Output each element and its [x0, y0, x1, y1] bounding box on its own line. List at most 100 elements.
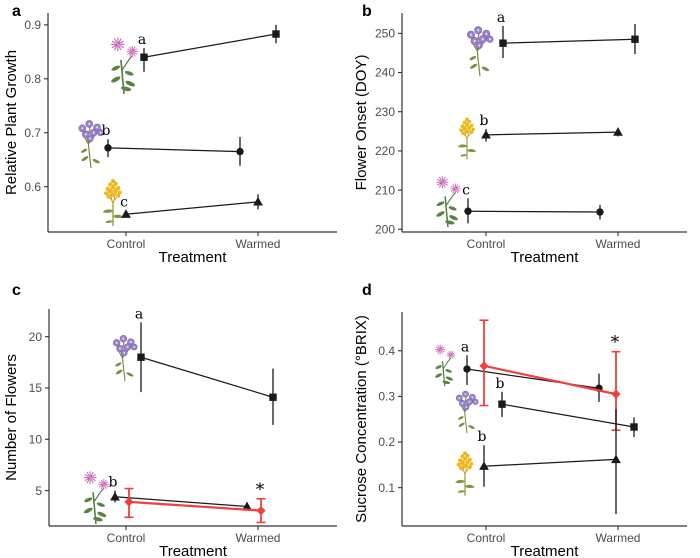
y-axis-title: Sucrose Concentration (°BRIX): [353, 315, 370, 523]
yellow-goldenrod-plant-icon: [457, 116, 477, 160]
data-point-diamond: [479, 361, 489, 371]
significance-letter: a: [135, 306, 143, 322]
x-tick-label: Warmed: [596, 531, 641, 545]
y-tick-label: 240: [375, 66, 395, 80]
data-point-triangle: [479, 461, 489, 470]
purple-aster-plant-icon: [78, 119, 105, 169]
trend-line-purple-aster: [502, 38, 636, 44]
y-tick-label: 0.2: [378, 435, 395, 449]
purple-aster-plant-icon: [112, 334, 138, 382]
chart-sucrose-concentration: d Sucrose Concentration (°BRIX) 0.1 0.2 0.3 0…: [353, 282, 687, 558]
y-tick-label: 0.3: [378, 390, 395, 404]
panel-d: d Sucrose Concentration (°BRIX) 0.1 0.2 0.3 0…: [350, 279, 700, 558]
data-point-square: [140, 53, 148, 61]
x-axis-title: Treatment: [511, 543, 580, 558]
purple-aster-plant-icon: [455, 390, 479, 434]
data-point-square: [499, 39, 507, 47]
x-tick-label: Warmed: [596, 237, 641, 251]
y-tick-label: 0.9: [24, 18, 41, 32]
significance-asterisk: *: [611, 333, 620, 353]
x-tick-label: Control: [467, 237, 506, 251]
pink-bergamot-plant-icon: [435, 344, 456, 386]
pink-bergamot-plant-icon: [110, 38, 138, 94]
y-axis-title: Flower Onset (DOY): [353, 55, 370, 191]
panel-letter: c: [12, 282, 21, 299]
panel-c: c Number of Flowers 5 10 15 20 Control Warmed Tr…: [0, 279, 350, 558]
data-point-circle: [236, 147, 244, 156]
x-tick-label: Control: [107, 237, 146, 251]
significance-letter: c: [120, 194, 128, 210]
significance-letter: a: [461, 339, 469, 355]
data-point-triangle: [253, 196, 263, 206]
y-tick-label: 0.6: [24, 180, 41, 194]
significance-letter: b: [480, 113, 489, 129]
y-tick-label: 0.7: [24, 126, 41, 140]
data-point-square: [269, 393, 277, 401]
y-tick-label: 10: [29, 433, 43, 447]
significance-letter: a: [138, 32, 146, 48]
trend-line-purple-aster: [140, 356, 274, 398]
panel-letter: b: [362, 3, 372, 20]
y-tick-label: 20: [29, 330, 43, 344]
data-point-diamond: [611, 389, 621, 399]
data-point-square: [631, 35, 639, 43]
purple-aster-plant-icon: [466, 26, 494, 77]
y-axis-title: Number of Flowers: [3, 354, 20, 481]
trend-line-purple-aster: [107, 147, 241, 153]
pink-bergamot-plant-icon: [435, 176, 460, 227]
data-point-triangle: [481, 129, 491, 139]
trend-line-yellow-goldenrod: [483, 458, 617, 467]
chart-flower-onset: b Flower Onset (DOY) 200 210 220 230 240 250 Con…: [353, 3, 687, 266]
yellow-goldenrod-plant-icon: [454, 450, 476, 497]
trend-line-yellow-goldenrod: [485, 131, 619, 136]
data-point-square: [630, 423, 638, 431]
data-point-square: [137, 353, 145, 361]
y-tick-label: 220: [375, 144, 395, 158]
x-tick-label: Control: [107, 531, 146, 545]
data-point-circle: [463, 365, 471, 373]
data-point-circle: [464, 207, 472, 215]
y-tick-label: 200: [375, 222, 395, 236]
x-tick-label: Warmed: [236, 237, 281, 251]
y-tick-label: 5: [35, 484, 42, 498]
x-tick-label: Warmed: [236, 531, 281, 545]
x-axis-title: Treatment: [159, 249, 228, 266]
significance-asterisk: *: [256, 480, 265, 500]
significance-letter: b: [102, 123, 111, 139]
y-tick-label: 15: [29, 381, 43, 395]
significance-letter: a: [497, 10, 505, 26]
significance-letter: c: [462, 182, 470, 198]
pink-bergamot-plant-icon: [83, 471, 109, 524]
trend-line-purple-aster: [501, 403, 635, 428]
chart-number-of-flowers: c Number of Flowers 5 10 15 20 Control Warmed Tr…: [3, 282, 337, 558]
y-tick-label: 0.1: [378, 481, 395, 495]
significance-letter: b: [496, 376, 505, 392]
trend-line-pink-bergamot-red: [483, 364, 617, 396]
data-point-triangle: [121, 209, 131, 218]
trend-line-yellow-goldenrod: [125, 201, 259, 215]
data-point-diamond: [256, 506, 266, 516]
x-axis-title: Treatment: [511, 249, 580, 266]
significance-letter: b: [478, 429, 487, 445]
y-tick-label: 210: [375, 183, 395, 197]
y-tick-label: 0.8: [24, 72, 41, 86]
data-point-circle: [596, 208, 604, 216]
panel-a: a Relative Plant Growth 0.6 0.7 0.8 0.9 Contro…: [0, 0, 350, 279]
y-axis-title: Relative Plant Growth: [3, 50, 20, 195]
data-point-square: [272, 30, 280, 38]
data-point-diamond: [124, 497, 134, 507]
trend-line-pink-bergamot: [114, 496, 248, 508]
trend-line-pink-bergamot-red: [128, 500, 262, 512]
significance-letter: b: [109, 475, 118, 491]
y-tick-label: 250: [375, 27, 395, 41]
trend-line-pink-bergamot: [143, 33, 277, 58]
data-point-triangle: [611, 454, 621, 464]
trend-line-pink-bergamot: [467, 210, 601, 213]
x-axis-title: Treatment: [159, 543, 228, 558]
data-point-triangle: [110, 491, 120, 501]
x-tick-label: Control: [467, 531, 506, 545]
chart-relative-plant-growth: a Relative Plant Growth 0.6 0.7 0.8 0.9 Contro…: [3, 3, 337, 266]
panel-letter: a: [12, 3, 21, 20]
panel-letter: d: [362, 282, 372, 299]
